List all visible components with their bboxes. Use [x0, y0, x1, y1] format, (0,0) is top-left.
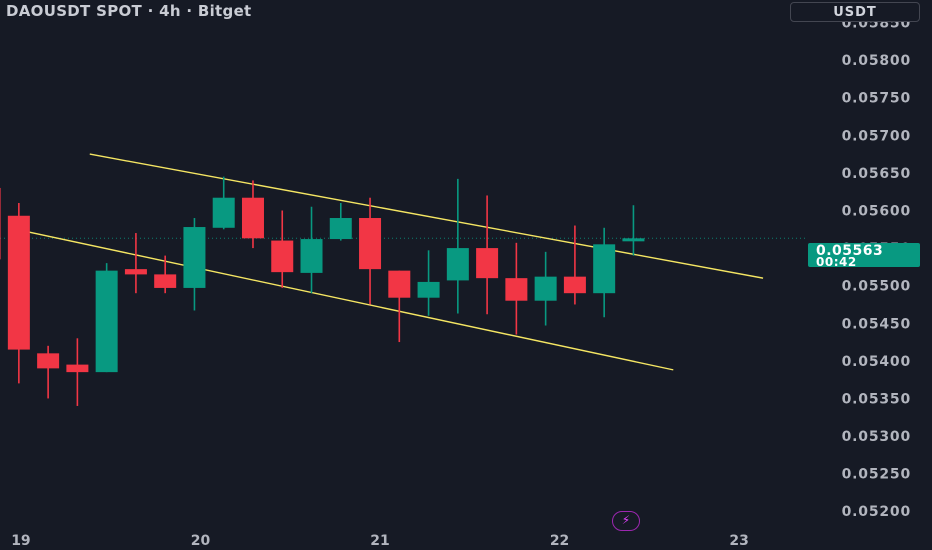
y-tick-label: 0.05350 [842, 391, 911, 407]
candle-body [329, 218, 352, 240]
candle[interactable] [212, 176, 235, 230]
candle-body [563, 276, 586, 294]
candle[interactable] [446, 178, 469, 314]
candle[interactable] [154, 255, 177, 294]
candle[interactable] [534, 251, 557, 326]
candle-body [359, 218, 382, 270]
candle-body [505, 278, 528, 301]
candle[interactable] [505, 242, 528, 335]
y-tick-label: 0.05300 [842, 429, 911, 445]
y-tick-label: 0.05750 [842, 91, 911, 107]
candle[interactable] [476, 195, 499, 315]
candle[interactable] [593, 227, 616, 318]
y-tick-label: 0.05700 [842, 128, 911, 144]
y-tick-label: 0.05650 [842, 166, 911, 182]
candle[interactable] [124, 233, 147, 294]
y-tick-label: 0.05450 [842, 316, 911, 332]
candle-body [446, 248, 469, 281]
lightning-bolt-icon[interactable]: ⚡ [612, 511, 640, 531]
x-tick-label: 19 [11, 533, 30, 549]
candle-body [183, 227, 206, 288]
y-tick-label: 0.05500 [842, 279, 911, 295]
trendline-1[interactable] [89, 153, 764, 279]
candle[interactable] [95, 263, 118, 373]
candle-body [37, 353, 60, 369]
candle[interactable] [563, 225, 586, 305]
candle-body [593, 244, 616, 294]
candle[interactable] [417, 250, 440, 316]
x-tick-label: 23 [729, 533, 748, 549]
candle[interactable] [359, 197, 382, 305]
candle-body [388, 270, 411, 298]
last-price-value: 0.05563 [816, 243, 884, 259]
candle-body [622, 238, 645, 242]
candle[interactable] [241, 180, 264, 249]
candle-body [95, 270, 118, 373]
y-tick-label: 0.05400 [842, 354, 911, 370]
candle[interactable] [622, 205, 645, 256]
x-tick-label: 21 [370, 533, 389, 549]
candle-body [124, 269, 147, 275]
bar-countdown: 00:42 [816, 255, 857, 269]
candle-body [212, 197, 235, 228]
y-tick-label: 0.05600 [842, 203, 911, 219]
candle-body [300, 239, 323, 273]
currency-selector-button[interactable]: USDT [790, 2, 920, 22]
candle-body [241, 197, 264, 239]
candle[interactable] [388, 270, 411, 343]
candle[interactable] [37, 345, 60, 399]
x-tick-label: 22 [550, 533, 569, 549]
candle-body [417, 281, 440, 298]
candle[interactable] [0, 180, 1, 263]
candle[interactable] [300, 206, 323, 294]
candle[interactable] [329, 202, 352, 241]
y-tick-label: 0.05250 [842, 467, 911, 483]
candle[interactable] [7, 202, 30, 384]
chart-title: DAOUSDT SPOT · 4h · Bitget [6, 2, 252, 20]
candle-body [154, 274, 177, 288]
candle-body [271, 240, 294, 273]
candle[interactable] [183, 218, 206, 311]
candle-body [7, 215, 30, 350]
candle-body [476, 248, 499, 279]
x-tick-label: 20 [191, 533, 211, 549]
candle[interactable] [66, 338, 89, 406]
candle-body [0, 187, 1, 260]
last-price-tag: 0.05563 00:42 [808, 243, 920, 269]
y-tick-label: 0.05200 [842, 504, 911, 520]
candle[interactable] [271, 210, 294, 288]
y-tick-label: 0.05800 [842, 53, 911, 69]
candle-body [66, 364, 89, 373]
candle-body [534, 276, 557, 301]
trendline-2[interactable] [8, 227, 674, 371]
